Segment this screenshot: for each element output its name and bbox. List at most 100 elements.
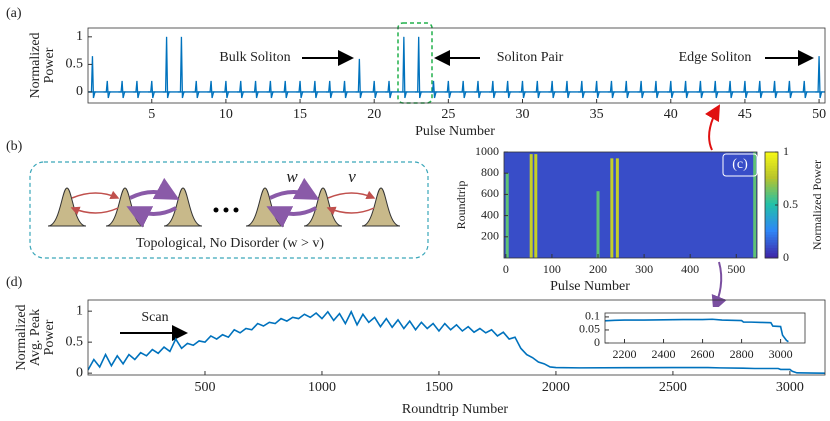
spike <box>103 80 111 99</box>
spike <box>177 36 186 99</box>
spike <box>800 80 808 99</box>
spike <box>503 80 512 99</box>
x-tick-label: 30 <box>515 107 529 122</box>
spike <box>385 80 393 99</box>
x-tick-label: 2500 <box>659 380 687 395</box>
colorbar-segment <box>765 194 778 198</box>
colorbar-segment <box>765 234 778 238</box>
colorbar-segment <box>765 189 778 193</box>
spike <box>711 80 719 99</box>
x-tick-label: 400 <box>681 262 699 276</box>
heatmap-stripe <box>753 152 757 258</box>
spike <box>474 80 482 99</box>
colorbar-segment <box>765 255 778 259</box>
annotation: Edge Soliton <box>679 50 752 65</box>
y-axis-label: Power <box>42 47 57 83</box>
colorbar-segment <box>765 167 778 172</box>
x-tick-label: 10 <box>219 107 233 122</box>
colorbar-segment <box>765 175 778 179</box>
heatmap-stripe <box>610 158 614 258</box>
spike <box>340 80 349 99</box>
colorbar-segment <box>765 202 778 206</box>
y-axis-label: Roundtrip <box>454 181 468 230</box>
spike <box>118 80 126 99</box>
colorbar-segment <box>765 157 778 161</box>
spike <box>637 80 645 99</box>
colorbar-segment <box>765 231 778 235</box>
x-tick-label: 5 <box>148 107 155 122</box>
coupling-label: w <box>286 167 298 186</box>
arrow <box>705 104 721 151</box>
data-line <box>88 309 825 374</box>
colorbar-segment <box>765 173 778 177</box>
x-tick-label: 3000 <box>769 347 793 361</box>
diagram <box>29 161 429 259</box>
axes-frame <box>87 299 826 376</box>
spike <box>533 80 542 99</box>
spike <box>592 80 601 99</box>
plot-area <box>88 309 825 374</box>
panel-label: (d) <box>6 275 23 290</box>
spike <box>370 80 378 99</box>
panel-label: (c) <box>732 157 748 172</box>
colorbar-segment <box>765 191 778 195</box>
y-tick-label: 600 <box>481 186 499 200</box>
x-tick-label: 1500 <box>425 380 453 395</box>
spike <box>726 80 734 99</box>
colorbar-segment <box>765 183 778 187</box>
colorbar-segment <box>765 242 778 246</box>
spike <box>207 80 215 99</box>
y-tick-label: 400 <box>481 207 499 221</box>
spike <box>192 80 200 99</box>
axes-frame <box>87 27 826 104</box>
x-tick-label: 2000 <box>542 380 570 395</box>
spike <box>148 80 156 99</box>
y-tick-label: 0 <box>76 365 83 380</box>
x-tick-label: 1000 <box>308 380 336 395</box>
colorbar-segment <box>765 220 778 225</box>
y-tick-label: 0.5 <box>66 57 84 72</box>
x-tick-label: 500 <box>194 380 215 395</box>
spike <box>489 80 497 99</box>
colorbar-segment <box>765 228 778 232</box>
annotation: Scan <box>141 310 168 325</box>
spike <box>667 80 675 99</box>
y-tick-label: 0 <box>594 335 600 349</box>
y-tick-label: 1 <box>76 303 83 318</box>
annotation: Soliton Pair <box>497 50 564 65</box>
y-tick-label: 0 <box>76 84 83 99</box>
x-tick-label: 20 <box>367 107 381 122</box>
colorbar-segment <box>765 207 778 211</box>
x-tick-label: 15 <box>293 107 307 122</box>
x-tick-label: 300 <box>635 262 653 276</box>
spike <box>756 80 764 99</box>
colorbar-segment <box>765 218 778 222</box>
spike <box>281 80 289 99</box>
x-tick-label: 50 <box>812 107 826 122</box>
spike <box>607 80 616 99</box>
plot-area <box>605 318 789 343</box>
colorbar-segment <box>765 152 778 156</box>
y-tick-label: 800 <box>481 165 499 179</box>
colorbar-segment <box>765 186 778 190</box>
diagram-caption: Topological, No Disorder (w > v) <box>136 236 324 251</box>
colorbar-tick-label: 0.5 <box>783 197 798 211</box>
coupling-label: v <box>348 167 356 186</box>
spike <box>578 80 586 99</box>
spike <box>222 80 230 99</box>
colorbar-segment <box>765 199 778 203</box>
spike <box>251 80 260 99</box>
spike <box>414 36 423 99</box>
spike <box>652 80 660 99</box>
colorbar-segment <box>765 205 778 209</box>
y-tick-label: 200 <box>481 229 499 243</box>
plot-area <box>88 36 825 99</box>
spike <box>296 80 304 99</box>
x-axis-label: Pulse Number <box>415 124 495 139</box>
colorbar-tick-label: 0 <box>783 250 789 264</box>
y-tick-label: 0.5 <box>66 334 84 349</box>
axes-frame <box>604 312 806 344</box>
spike <box>696 80 705 99</box>
colorbar-segment <box>765 181 778 185</box>
